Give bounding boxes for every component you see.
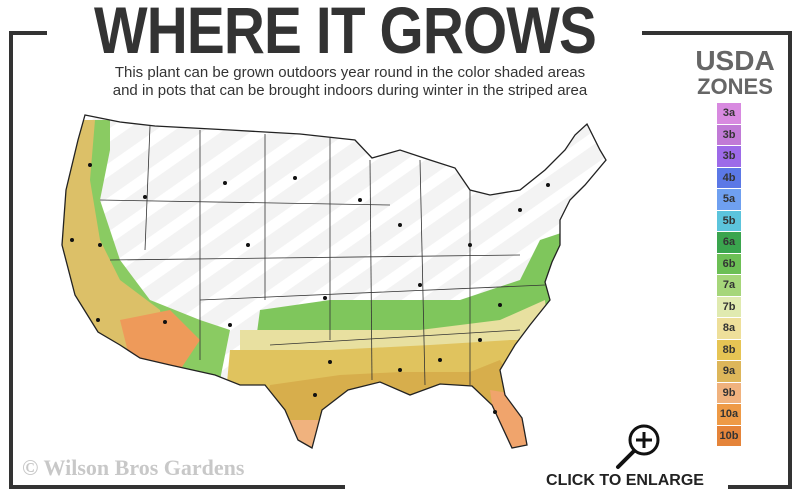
frame-border-top-right	[642, 31, 792, 35]
frame-border-bottom-left	[9, 485, 345, 489]
legend-zone-3b: 3b	[717, 146, 741, 167]
legend-zone-10a: 10a	[717, 404, 741, 425]
legend-zone-5b: 5b	[717, 210, 741, 231]
legend-zone-9b: 9b	[717, 382, 741, 403]
zoom-in-icon	[616, 424, 660, 469]
legend-zone-6a: 6a	[717, 232, 741, 253]
zone-region-texas-tip	[290, 420, 320, 448]
city-dots	[70, 163, 550, 414]
legend-zone-8a: 8a	[717, 318, 741, 339]
legend-zone-5a: 5a	[717, 189, 741, 210]
legend-zone-8b: 8b	[717, 339, 741, 360]
subtitle: This plant can be grown outdoors year ro…	[40, 64, 660, 100]
legend-zone-4b: 4b	[717, 167, 741, 188]
state-borders	[61, 114, 607, 449]
zone-legend: 3a 3b 3b 4b 5a 5b 6a 6b 7a 7b 8a 8b 9a 9b 10a 10b	[717, 103, 741, 447]
subtitle-line-1: This plant can be grown outdoors year ro…	[114, 64, 586, 81]
legend-zone-6b: 6b	[717, 253, 741, 274]
zone-region-florida-orange	[490, 390, 530, 448]
page-title: WHERE IT GROWS	[94, 0, 597, 67]
click-to-enlarge-button[interactable]: CLICK TO ENLARGE	[540, 420, 710, 492]
legend-title-usda: USDA	[695, 45, 775, 76]
legend-zone-7b: 7b	[717, 296, 741, 317]
legend-zone-3a: 3a	[717, 103, 741, 124]
legend-title: USDA ZONES	[680, 45, 790, 100]
frame-border-top-left	[9, 31, 47, 35]
subtitle-line-2: and in pots that can be brought indoors …	[112, 82, 588, 99]
legend-title-zones: ZONES	[697, 74, 773, 99]
frame-border-bottom-right	[728, 485, 792, 489]
legend-zone-10b: 10b	[717, 425, 741, 446]
zone-region-desert-orange	[120, 310, 200, 370]
frame-border-left	[9, 31, 13, 489]
legend-zone-9a: 9a	[717, 361, 741, 382]
watermark: © Wilson Bros Gardens	[22, 455, 245, 480]
legend-zone-3b: 3b	[717, 124, 741, 145]
frame-border-right	[788, 31, 792, 489]
click-to-enlarge-label: CLICK TO ENLARGE	[546, 472, 704, 489]
legend-zone-7a: 7a	[717, 275, 741, 296]
